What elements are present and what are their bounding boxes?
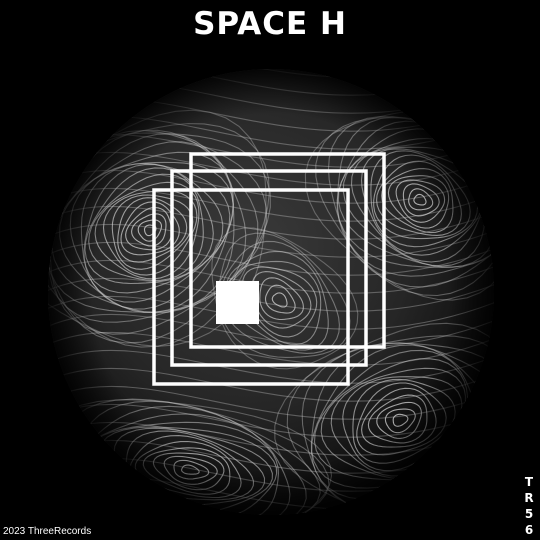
catalog-number: T R 5 6 xyxy=(523,474,535,538)
catalog-char: 5 xyxy=(523,506,535,522)
catalog-char: T xyxy=(523,474,535,490)
copyright-notice: 2023 ThreeRecords xyxy=(3,526,91,538)
catalog-char: R xyxy=(523,490,535,506)
album-title: SPACE H xyxy=(0,4,540,44)
catalog-char: 6 xyxy=(523,522,535,538)
filled-square xyxy=(216,281,259,324)
